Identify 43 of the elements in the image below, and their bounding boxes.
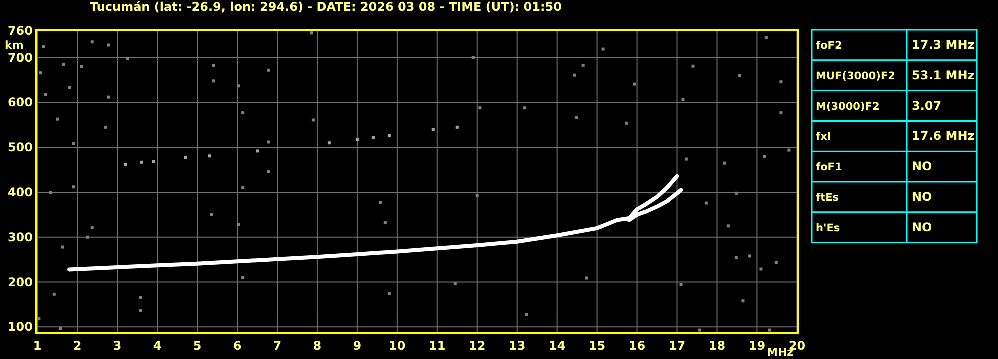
- x-tick-label: 5: [193, 339, 202, 353]
- x-tick-label: 10: [389, 339, 406, 353]
- x-tick-label: 14: [548, 339, 566, 353]
- x-tick-label: 7: [273, 339, 282, 353]
- category-label: foF2: [816, 40, 842, 52]
- x-tick-label: 4: [153, 339, 162, 353]
- category-label: ftEs: [816, 192, 840, 204]
- y-tick-label: 760: [8, 24, 33, 38]
- x-tick-label: 12: [469, 339, 486, 353]
- x-tick-label: 11: [429, 339, 446, 353]
- x-tick-label: 19: [748, 339, 766, 353]
- x-tick-label: 2: [73, 339, 82, 353]
- y-tick-label: 600: [8, 96, 33, 110]
- x-tick-label: 13: [508, 339, 526, 353]
- category-label: h'Es: [816, 222, 840, 234]
- y-tick-label: 700: [8, 50, 33, 65]
- x-tick-label: 8: [313, 339, 322, 353]
- category-label: foF1: [816, 162, 842, 174]
- x-tick-label: 17: [668, 339, 686, 353]
- category-label: M(3000)F2: [816, 100, 880, 113]
- category-label: MUF(3000)F2: [816, 70, 896, 82]
- x-tick-label: 18: [708, 339, 726, 353]
- category-label: fxI: [816, 131, 832, 144]
- x-tick-label: 9: [353, 339, 362, 353]
- text: NO: [912, 160, 932, 174]
- y-tick-label: 500: [8, 140, 33, 155]
- y-axis-title: km: [5, 39, 24, 52]
- x-tick-label: 16: [628, 339, 646, 353]
- text: 3.07: [912, 98, 942, 113]
- x-tick-label: 15: [588, 339, 606, 353]
- x-tick-label: 6: [233, 339, 242, 353]
- y-tick-label: 200: [8, 275, 33, 290]
- x-tick-label: 3: [113, 339, 122, 353]
- y-tick-label: 100: [8, 320, 33, 334]
- x-tick-label: 1: [33, 339, 42, 353]
- text: 17.6 MHz: [912, 129, 975, 144]
- y-tick-label: 300: [8, 230, 33, 244]
- chart-title: Tucumán (lat: -26.9, lon: 294.6) - DATE: 2026 03 08 - TIME (UT): 01:50: [90, 0, 562, 14]
- text: 17.3 MHz: [912, 38, 975, 52]
- y-tick-label: 400: [8, 186, 33, 200]
- text: NO: [912, 190, 932, 204]
- text: NO: [912, 220, 932, 234]
- text: 53.1 MHz: [912, 68, 975, 82]
